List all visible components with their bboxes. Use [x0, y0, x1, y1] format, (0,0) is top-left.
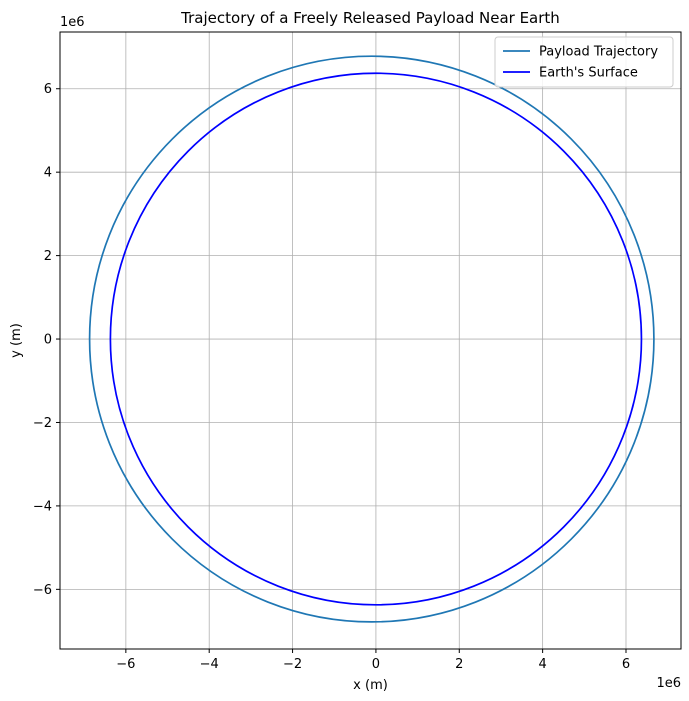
y-axis-ticks: −6 −4 −2 0 2 4 6	[33, 82, 60, 598]
legend-entry-label: Payload Trajectory	[539, 45, 658, 60]
y-tick-label: −2	[33, 416, 52, 431]
x-tick-label: 0	[372, 657, 380, 672]
x-axis-label: x (m)	[353, 678, 388, 693]
y-tick-label: 4	[44, 166, 52, 181]
legend: Payload Trajectory Earth's Surface	[494, 36, 674, 88]
legend-entry-label: Earth's Surface	[539, 66, 638, 81]
series-payload-trajectory	[88, 55, 655, 623]
y-tick-label: −4	[33, 499, 52, 514]
y-tick-label: 2	[44, 249, 52, 264]
y-axis-label: y (m)	[9, 323, 24, 358]
grid	[60, 32, 681, 649]
x-tick-label: −4	[200, 657, 219, 672]
series-earth-s-surface	[109, 72, 643, 606]
x-tick-label: 6	[622, 657, 630, 672]
series-layer	[88, 55, 655, 623]
x-axis-offset-text: 1e6	[656, 676, 681, 691]
plot-frame	[59, 31, 682, 650]
x-tick-label: 4	[538, 657, 546, 672]
x-tick-label: −2	[283, 657, 302, 672]
legend-box	[494, 36, 674, 88]
x-tick-label: 2	[455, 657, 463, 672]
x-tick-label: −6	[116, 657, 135, 672]
y-tick-label: −6	[33, 583, 52, 598]
y-tick-label: 6	[44, 82, 52, 97]
x-axis-ticks: −6 −4 −2 0 2 4 6	[116, 649, 630, 672]
chart-title: Trajectory of a Freely Released Payload …	[180, 9, 560, 27]
y-axis-offset-text: 1e6	[60, 15, 85, 30]
y-tick-label: 0	[44, 333, 52, 348]
